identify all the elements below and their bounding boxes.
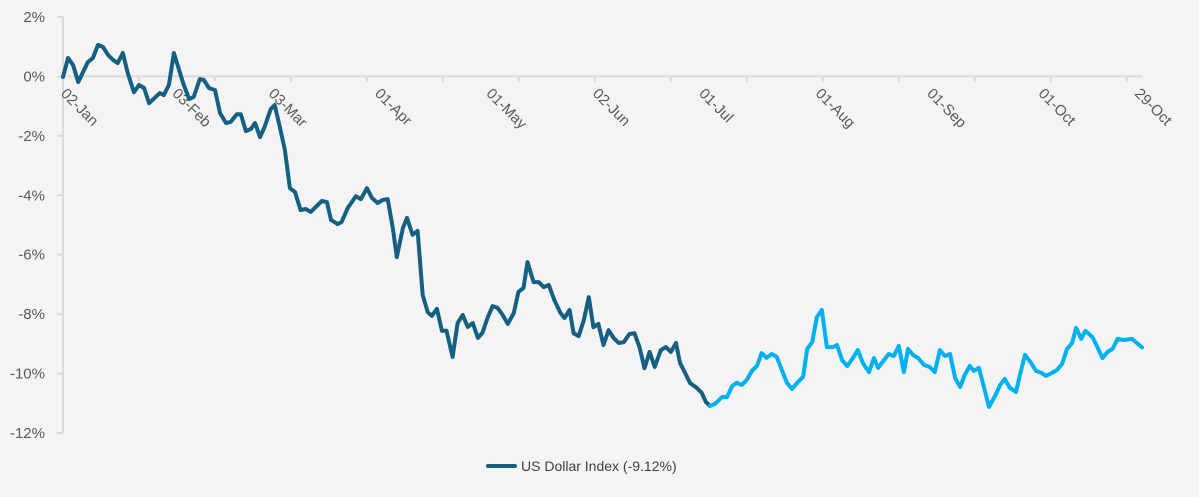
series-line-highlight <box>707 308 1144 409</box>
x-tick-label: 01-Apr <box>371 85 415 129</box>
axes <box>57 16 1142 434</box>
y-tick-label: -10% <box>10 366 45 383</box>
legend: US Dollar Index (-9.12%) <box>486 458 677 474</box>
y-tick-label: -2% <box>18 128 45 145</box>
series-line-us-dollar-index <box>61 42 712 408</box>
x-axis-labels: 02-Jan 03-Feb 03-Mar 01-Apr 01-May 02-Jun 01-J… <box>57 85 1175 133</box>
x-tick-label: 02-Jun <box>589 85 633 129</box>
y-tick-label: -4% <box>18 187 45 204</box>
series-lines <box>61 42 1144 409</box>
y-tick-label: 2% <box>23 9 45 26</box>
y-tick-label: -12% <box>10 425 45 442</box>
x-tick-label: 29-Oct <box>1131 85 1175 129</box>
x-tick-label: 01-Aug <box>812 85 858 131</box>
legend-label: US Dollar Index (-9.12%) <box>521 458 677 474</box>
x-tick-label: 01-May <box>483 85 531 133</box>
y-tick-label: 0% <box>23 68 45 85</box>
x-tick-label: 01-Jul <box>695 85 736 126</box>
x-tick-label: 01-Sep <box>923 85 969 131</box>
y-tick-label: -6% <box>18 247 45 264</box>
y-axis-labels: 2% 0% -2% -4% -6% -8% -10% -12% <box>10 9 45 442</box>
x-tick-label: 01-Oct <box>1035 85 1079 129</box>
x-tick-label: 03-Feb <box>169 85 215 131</box>
y-tick-label: -8% <box>18 306 45 323</box>
